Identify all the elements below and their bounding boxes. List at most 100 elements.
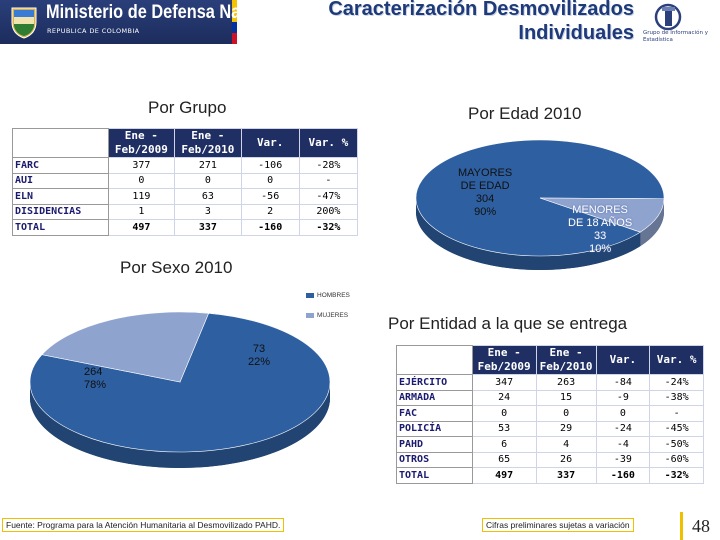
table-row: TOTAL 497 337 -160 -32% <box>12 219 359 236</box>
table-cell: 0 <box>107 172 176 189</box>
colombia-flag-stripe <box>232 0 237 44</box>
table-corner <box>396 345 473 375</box>
table-row: AUI 0 0 0- <box>12 172 359 189</box>
pie-label-mayores: MAYORES DE EDAD 304 90% <box>458 167 513 218</box>
pie-chart-sexo <box>29 311 331 468</box>
footer-source: Fuente: Programa para la Atención Humani… <box>2 518 285 532</box>
table-cell: -56 <box>240 188 300 205</box>
table-cell: 0 <box>240 172 300 189</box>
table-row: DISIDENCIAS 1 3 2 200% <box>12 203 359 220</box>
row-label: PAHD <box>396 436 473 453</box>
table-cell: 65 <box>471 451 537 468</box>
slide-title-line2: Individuales <box>518 22 634 44</box>
row-label: FARC <box>12 157 109 174</box>
page-number: 48 <box>692 516 710 536</box>
pie-label-hombres: 264 78% <box>84 366 107 391</box>
table-row: OTROS 65 26 -39 -60% <box>396 451 704 468</box>
table-cell: 263 <box>535 374 597 391</box>
coat-of-arms-icon <box>11 7 37 39</box>
table-cell: 63 <box>174 188 242 205</box>
pie-sexo-slice <box>29 312 331 453</box>
table-cell: 4 <box>535 436 597 453</box>
table-cell: -84 <box>595 374 651 391</box>
row-label: AUI <box>12 172 109 189</box>
table-cell: 0 <box>595 405 651 422</box>
table-header: Ene - Feb/2010 <box>535 345 597 375</box>
table-cell: - <box>649 405 704 422</box>
group-name: Grupo de Información y Estadística <box>643 30 708 43</box>
ministry-name: Ministerio de Defensa Nacional <box>46 2 288 23</box>
table-grupo: Ene - Feb/2009 Ene - Feb/2010 Var. Var. … <box>12 128 359 236</box>
header-banner <box>0 0 232 44</box>
section-title-sexo: Por Sexo 2010 <box>120 258 233 277</box>
row-label: ELN <box>12 188 109 205</box>
table-cell: 200% <box>298 203 359 220</box>
table-cell: 2 <box>240 203 300 220</box>
table-header: Ene - Feb/2009 <box>107 128 176 158</box>
table-cell: 337 <box>535 467 597 484</box>
table-row: TOTAL 497 337 -160 -32% <box>396 467 704 484</box>
table-header: Ene - Feb/2010 <box>174 128 242 158</box>
table-cell: 53 <box>471 420 537 437</box>
row-label: DISIDENCIAS <box>12 203 109 220</box>
table-cell: -28% <box>298 157 359 174</box>
table-cell: -160 <box>240 219 300 236</box>
table-cell: 0 <box>471 405 537 422</box>
table-cell: -32% <box>298 219 359 236</box>
table-cell: -45% <box>649 420 704 437</box>
table-cell: 26 <box>535 451 597 468</box>
table-cell: 119 <box>107 188 176 205</box>
row-label: POLICÍA <box>396 420 473 437</box>
table-header: Var. % <box>649 345 704 375</box>
table-row: FARC 377 271 -106 -28% <box>12 157 359 174</box>
table-cell: 0 <box>174 172 242 189</box>
table-cell: 29 <box>535 420 597 437</box>
table-cell: -32% <box>649 467 704 484</box>
table-cell: 15 <box>535 389 597 406</box>
table-cell: -160 <box>595 467 651 484</box>
table-cell: -38% <box>649 389 704 406</box>
table-cell: 337 <box>174 219 242 236</box>
page-number-divider <box>680 512 720 540</box>
table-cell: -24 <box>595 420 651 437</box>
table-cell: 1 <box>107 203 176 220</box>
table-cell: -39 <box>595 451 651 468</box>
table-cell: 0 <box>535 405 597 422</box>
pie-edad-slice <box>539 197 665 233</box>
footer-preliminary-note: Cifras preliminares sujetas a variación <box>482 518 634 532</box>
pie-label-mujeres: 73 22% <box>248 343 271 368</box>
ministry-subtitle: REPUBLICA DE COLOMBIA <box>47 27 140 35</box>
table-header: Var. <box>240 128 300 158</box>
section-title-entidad: Por Entidad a la que se entrega <box>388 314 628 333</box>
section-title-grupo: Por Grupo <box>148 98 227 117</box>
row-label: OTROS <box>396 451 473 468</box>
table-cell: 377 <box>107 157 176 174</box>
table-row: EJÉRCITO 347 263 -84 -24% <box>396 374 704 391</box>
table-cell: 497 <box>107 219 176 236</box>
table-cell: 6 <box>471 436 537 453</box>
legend-item-hombres: HOMBRES <box>306 292 350 299</box>
pie-chart-edad <box>415 139 665 270</box>
table-corner <box>12 128 109 158</box>
row-label: FAC <box>396 405 473 422</box>
row-label: TOTAL <box>396 467 473 484</box>
table-row: ELN 119 63 -56 -47% <box>12 188 359 205</box>
pie-label-menores: MENORES DE 18 AÑOS 33 10% <box>568 204 633 255</box>
table-cell: -24% <box>649 374 704 391</box>
table-cell: 497 <box>471 467 537 484</box>
legend-item-mujeres: MUJERES <box>306 312 348 319</box>
pie-sexo-slice <box>41 311 210 383</box>
table-cell: -50% <box>649 436 704 453</box>
table-header: Var. <box>595 345 651 375</box>
table-cell: -9 <box>595 389 651 406</box>
table-cell: 24 <box>471 389 537 406</box>
pie-edad-slice-wall <box>640 198 664 247</box>
table-row: PAHD 6 4 -4 -50% <box>396 436 704 453</box>
table-header: Var. % <box>298 128 359 158</box>
table-entidad: Ene - Feb/2009 Ene - Feb/2010 Var. Var. … <box>396 345 704 484</box>
table-header: Ene - Feb/2009 <box>471 345 537 375</box>
table-cell: 271 <box>174 157 242 174</box>
table-row: ARMADA 24 15 -9 -38% <box>396 389 704 406</box>
table-row: FAC 0 0 0- <box>396 405 704 422</box>
table-cell: 3 <box>174 203 242 220</box>
